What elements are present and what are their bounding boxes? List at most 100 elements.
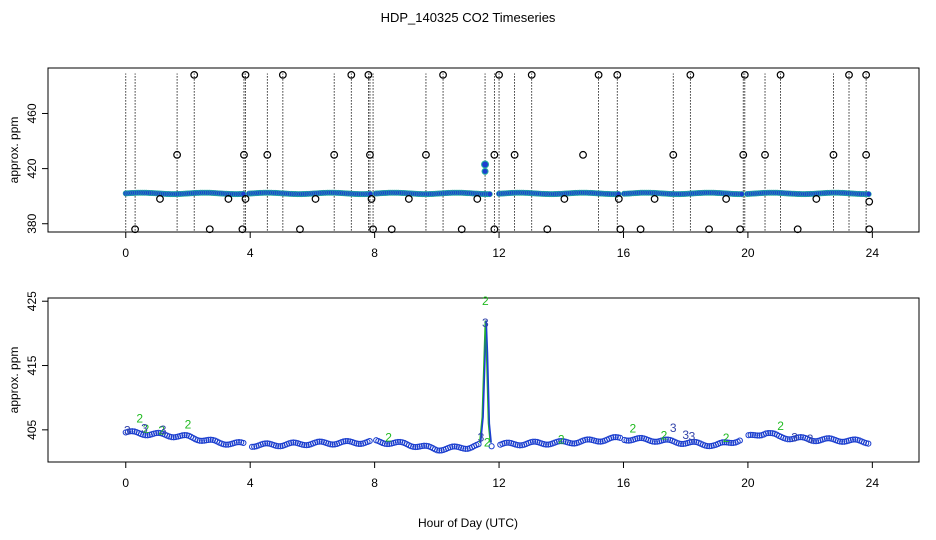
outlier-point-high [364, 70, 373, 79]
series-point [865, 440, 872, 447]
series-point [810, 437, 817, 445]
series-point [181, 432, 188, 439]
flag-3-label: 3 [478, 431, 485, 445]
series-point [664, 436, 672, 443]
outlier-point-near [650, 195, 659, 203]
series-point [449, 443, 456, 450]
panel-top-frame [47, 67, 920, 233]
series-point [366, 437, 373, 445]
series-point [725, 439, 733, 446]
series-point [353, 440, 360, 447]
series-point [542, 441, 550, 448]
series-point [516, 442, 523, 449]
series-point [529, 438, 537, 445]
panel-bottom-y-axis-title: approx. ppm [7, 347, 21, 414]
series-point [264, 440, 271, 447]
series-point [736, 437, 743, 444]
series-point [849, 436, 857, 443]
flag-3-label: 3 [791, 431, 798, 445]
panel-top-x-tick-label: 24 [866, 246, 880, 260]
series-point [649, 438, 656, 445]
panel-bottom-x-tick-label: 4 [247, 476, 254, 490]
series-point [383, 440, 391, 448]
outlier-point-mid [330, 150, 339, 159]
series-point [612, 433, 619, 441]
series-point [749, 431, 756, 439]
panel-bottom-x-axis: 0 4 8 12 16 20 24 [122, 461, 879, 490]
series-point [394, 438, 402, 446]
outlier-point-low [736, 225, 745, 234]
series-point [751, 432, 759, 439]
series-point [636, 434, 643, 442]
outlier-point-near [722, 195, 731, 203]
flag-3-label: 3 [670, 421, 677, 435]
panel-top-x-tick-label: 16 [617, 246, 631, 260]
outlier-point-mid [366, 150, 374, 159]
series-point [436, 447, 443, 454]
outlier-point-high [527, 70, 536, 79]
series-point [797, 434, 804, 441]
series-point [786, 436, 794, 443]
outlier-point-low [793, 225, 802, 234]
outlier-point-mid [739, 150, 748, 159]
outlier-point-mid [422, 150, 430, 159]
outlier-point-low [131, 225, 140, 234]
series-point [329, 441, 336, 448]
series-point [196, 437, 203, 444]
series-point [344, 437, 351, 445]
series-point [662, 436, 669, 443]
outlier-point-low [616, 225, 625, 234]
outlier-point-high [740, 70, 749, 79]
series-point [275, 443, 282, 450]
outlier-point-low [490, 225, 499, 234]
series-point [290, 439, 297, 446]
outlier-point-mid [490, 150, 499, 159]
flag-2-label: 2 [661, 429, 668, 443]
outlier-point-low [457, 225, 466, 234]
series-point [677, 440, 685, 448]
series-point [503, 439, 510, 446]
series-point [460, 445, 467, 452]
series-point [418, 442, 426, 450]
series-point [303, 442, 310, 449]
series-point [222, 441, 230, 448]
panel-top-y-tick-label: 460 [25, 103, 39, 123]
series-point [839, 438, 846, 445]
outlier-point-mid [669, 150, 678, 159]
outlier-point-high [613, 70, 622, 79]
outlier-point-high [862, 70, 871, 79]
outlier-point-low [543, 225, 552, 234]
flag-2-label: 2 [482, 294, 489, 308]
outlier-point-high [776, 70, 785, 79]
flag-3-label: 3 [482, 316, 489, 330]
outlier-point-near [367, 195, 376, 203]
series-point [475, 441, 482, 448]
series-point [201, 437, 208, 444]
series-point [410, 443, 417, 450]
panel-top-y-axis: 380 420 460 [25, 103, 49, 234]
flag-2-label: 2 [629, 422, 636, 436]
series-point [203, 437, 210, 444]
series-point [747, 431, 754, 438]
series-point [420, 442, 428, 449]
series-point [314, 438, 321, 446]
series-point [451, 443, 458, 450]
series-point [545, 441, 552, 448]
flag-2-label: 2 [185, 418, 192, 432]
series-point [207, 436, 214, 443]
baseline-point [738, 191, 745, 198]
outlier-point-high [845, 70, 853, 79]
series-point [342, 437, 349, 445]
series-point [723, 439, 730, 446]
series-point [569, 440, 576, 447]
outlier-point-low [705, 225, 713, 234]
panel-bottom-x-tick-label: 12 [492, 476, 506, 490]
outlier-point-high [439, 70, 447, 79]
series-point [129, 428, 136, 435]
series-point [488, 443, 495, 450]
series-point [719, 439, 726, 446]
series-point [762, 430, 770, 437]
series-point [355, 440, 362, 447]
